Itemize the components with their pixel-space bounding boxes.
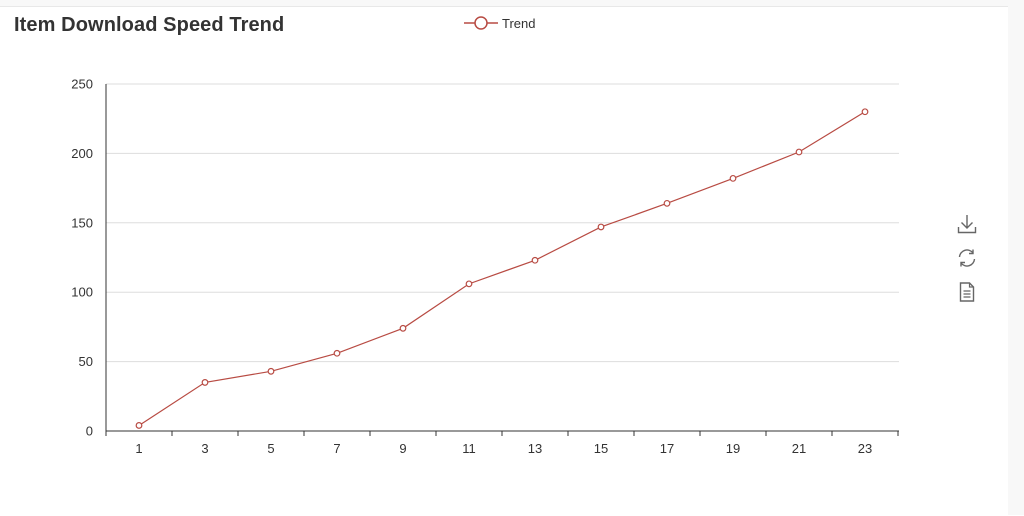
x-tick-label: 3 (201, 441, 208, 456)
data-point (135, 422, 143, 429)
data-point (729, 174, 737, 182)
x-tick-label: 23 (858, 441, 872, 456)
data-view-icon[interactable] (955, 280, 979, 304)
y-tick-label: 150 (71, 215, 93, 230)
legend-label: Trend (502, 15, 536, 31)
data-point (465, 280, 473, 288)
data-point (333, 349, 341, 357)
y-tick-label: 100 (71, 285, 93, 300)
legend-item-trend[interactable]: Trend (464, 15, 535, 31)
y-tick-label: 0 (86, 424, 93, 439)
x-tick-label: 7 (333, 441, 340, 456)
x-tick-label: 13 (528, 441, 542, 456)
x-tick-label: 21 (792, 441, 806, 456)
data-point (861, 108, 869, 116)
x-tick-label: 15 (594, 441, 608, 456)
data-point (531, 256, 539, 264)
series-line-trend (138, 111, 866, 426)
data-point (795, 148, 803, 156)
refresh-icon[interactable] (955, 246, 979, 270)
legend-line-marker-icon (464, 16, 498, 30)
x-tick-label: 1 (135, 441, 142, 456)
y-tick-label: 250 (71, 77, 93, 92)
y-tick-label: 50 (79, 354, 93, 369)
data-point (597, 223, 605, 231)
chart-toolbox (955, 212, 979, 314)
x-tick-label: 5 (267, 441, 274, 456)
data-point (663, 199, 671, 207)
x-tick-label: 11 (462, 441, 476, 456)
chart-title: Item Download Speed Trend (14, 14, 285, 36)
data-point (267, 367, 275, 375)
x-tick-label: 19 (726, 441, 740, 456)
data-point (399, 324, 407, 332)
x-tick-label: 9 (399, 441, 406, 456)
x-tick-label: 17 (660, 441, 674, 456)
y-tick-label: 200 (71, 146, 93, 161)
download-icon[interactable] (955, 212, 979, 236)
data-point (201, 379, 209, 386)
